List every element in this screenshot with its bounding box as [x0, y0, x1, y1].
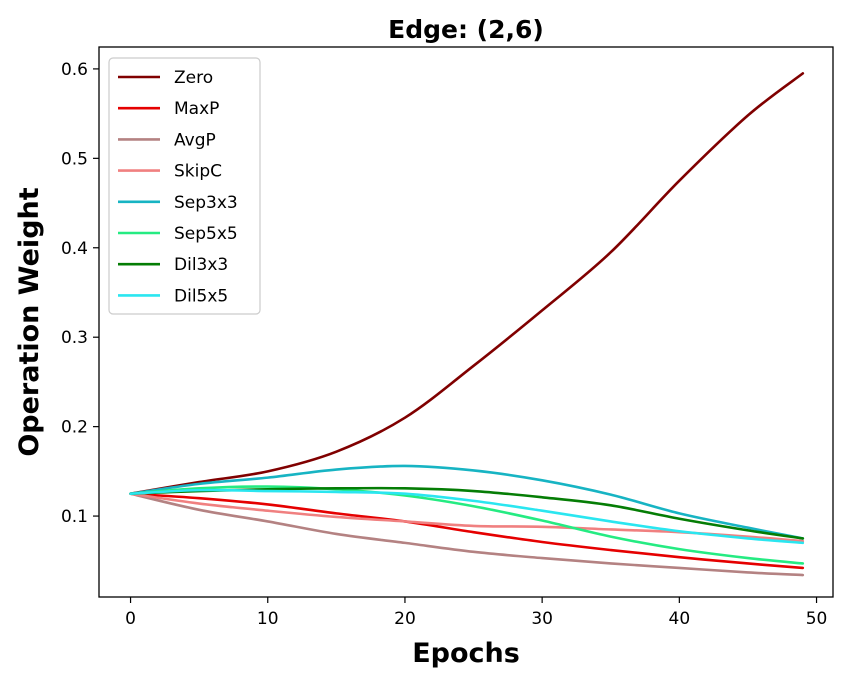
legend-label-maxp: MaxP	[174, 99, 219, 119]
x-tick-label: 50	[806, 609, 828, 629]
axis-ticks: 0 10 20 30 40 50 0.1 0.2 0.3 0.4 0.5 0.6	[61, 60, 827, 629]
y-axis-label: Operation Weight	[14, 187, 45, 456]
chart-title: Edge: (2,6)	[388, 15, 544, 44]
legend-label-dil5x5: Dil5x5	[174, 286, 228, 306]
y-tick-label: 0.6	[61, 60, 88, 80]
series-line-dil5x5	[129, 488, 805, 545]
series-line-sep5x5	[129, 485, 805, 565]
x-axis-label: Epochs	[412, 638, 520, 669]
y-tick-label: 0.1	[61, 507, 88, 527]
x-tick-label: 40	[669, 609, 691, 629]
y-tick-label: 0.2	[61, 418, 88, 438]
legend-label-sep3x3: Sep3x3	[174, 193, 238, 213]
legend-box	[108, 57, 261, 315]
series-line-maxp	[129, 492, 805, 570]
series-line-sep3x3	[129, 464, 805, 540]
legend-label-dil3x3: Dil3x3	[174, 255, 228, 275]
y-tick-label: 0.5	[61, 149, 88, 169]
plot-frame	[98, 46, 834, 598]
legend-label-avgp: AvgP	[174, 130, 216, 150]
plot-area	[129, 72, 805, 577]
x-tick-label: 10	[257, 609, 279, 629]
x-tick-label: 20	[394, 609, 416, 629]
legend-label-sep5x5: Sep5x5	[174, 224, 238, 244]
legend-label-skipc: SkipC	[174, 162, 222, 182]
series-line-avgp	[129, 492, 805, 577]
series-line-zero	[129, 72, 805, 496]
x-tick-label: 0	[125, 609, 136, 629]
legend-label-zero: Zero	[174, 68, 213, 88]
y-tick-label: 0.3	[61, 328, 88, 348]
x-tick-label: 30	[531, 609, 553, 629]
y-tick-label: 0.4	[61, 239, 88, 259]
legend: Zero MaxP AvgP SkipC Sep3x3 Sep5x5 Dil3x3 Dil5x…	[108, 57, 261, 315]
